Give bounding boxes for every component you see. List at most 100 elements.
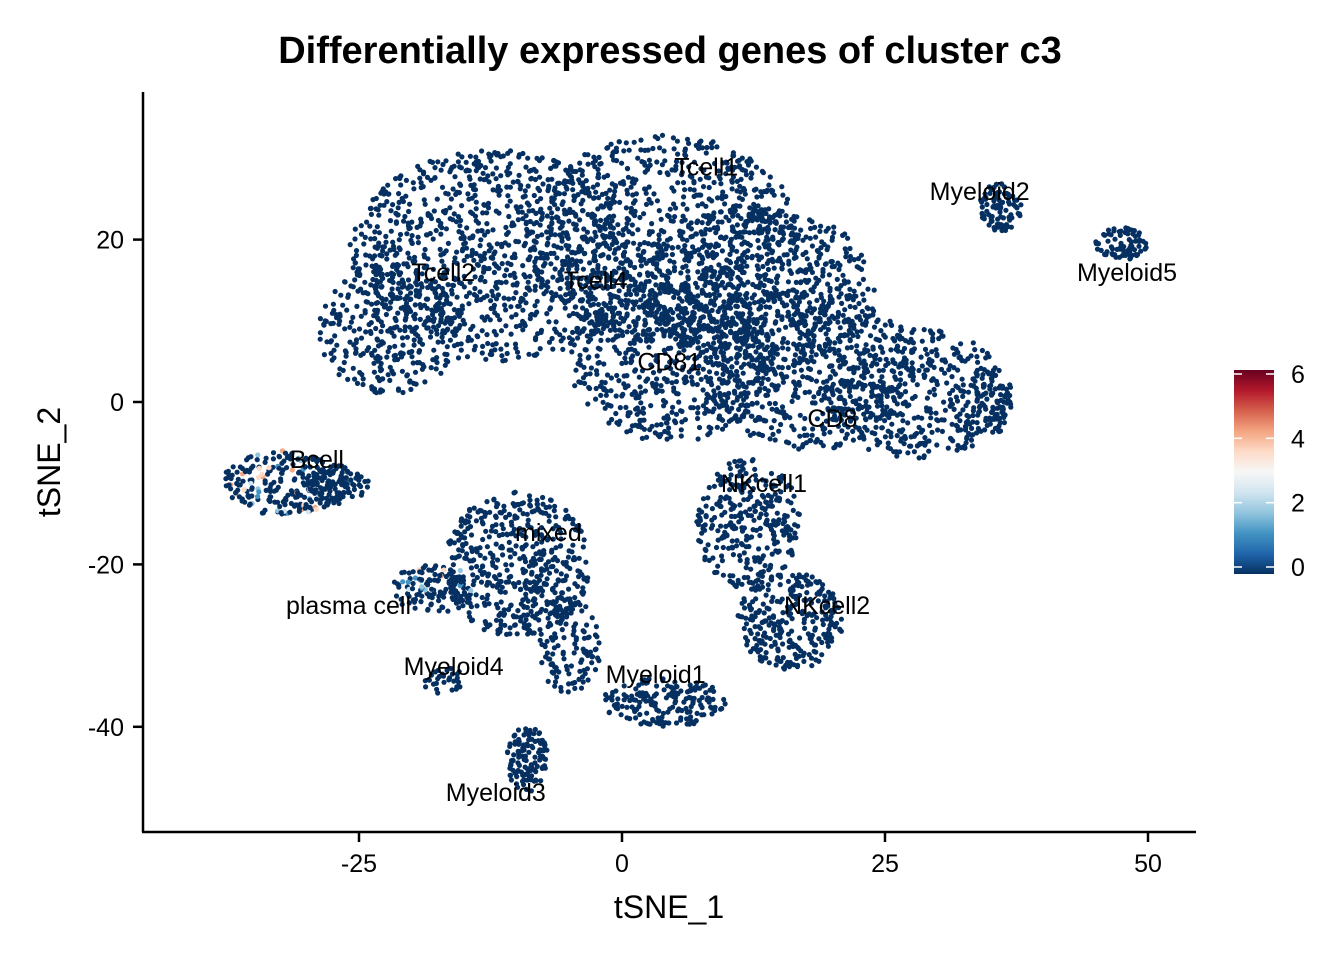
data-point bbox=[789, 398, 795, 404]
data-point bbox=[687, 186, 693, 192]
data-point bbox=[720, 189, 726, 195]
data-point bbox=[636, 304, 642, 310]
data-point bbox=[970, 419, 976, 425]
data-point bbox=[719, 265, 725, 272]
data-point bbox=[637, 384, 643, 390]
data-point bbox=[514, 631, 520, 637]
data-point bbox=[447, 337, 453, 343]
data-point bbox=[545, 235, 551, 241]
data-point bbox=[451, 307, 457, 313]
data-point bbox=[287, 509, 293, 515]
data-point bbox=[775, 273, 781, 279]
data-point bbox=[620, 282, 626, 288]
data-point bbox=[627, 428, 634, 434]
data-point bbox=[641, 256, 647, 262]
data-point bbox=[714, 276, 721, 282]
data-point bbox=[550, 294, 556, 300]
data-point bbox=[624, 269, 630, 275]
data-point bbox=[783, 200, 790, 206]
data-point bbox=[513, 345, 519, 351]
data-point bbox=[705, 253, 711, 259]
data-point bbox=[777, 291, 783, 297]
data-point bbox=[398, 305, 404, 311]
data-point bbox=[670, 404, 676, 410]
data-point bbox=[464, 167, 470, 173]
data-point bbox=[761, 322, 767, 328]
data-point bbox=[687, 173, 693, 179]
data-point bbox=[652, 256, 658, 262]
data-point bbox=[727, 260, 734, 266]
data-point bbox=[560, 220, 566, 226]
data-point bbox=[393, 220, 399, 226]
data-point bbox=[818, 294, 825, 301]
data-point bbox=[766, 206, 772, 212]
data-point bbox=[421, 254, 428, 260]
data-point bbox=[744, 290, 750, 297]
data-point bbox=[609, 277, 615, 283]
data-point bbox=[799, 291, 805, 297]
data-point bbox=[657, 169, 663, 176]
data-point bbox=[997, 383, 1004, 389]
data-point bbox=[616, 230, 622, 236]
data-point bbox=[916, 367, 922, 374]
data-point bbox=[784, 196, 791, 202]
data-point bbox=[791, 443, 797, 449]
data-point bbox=[641, 211, 647, 217]
data-point bbox=[634, 291, 640, 297]
data-point bbox=[778, 421, 784, 428]
data-point bbox=[621, 266, 627, 272]
data-point bbox=[450, 186, 456, 192]
data-point bbox=[611, 213, 617, 219]
data-point bbox=[475, 158, 482, 164]
data-point bbox=[614, 372, 620, 379]
data-point bbox=[658, 227, 665, 234]
data-point bbox=[380, 186, 386, 192]
data-point bbox=[392, 343, 398, 349]
data-point bbox=[372, 283, 378, 290]
data-point bbox=[876, 337, 883, 343]
data-point bbox=[774, 280, 780, 286]
data-point bbox=[755, 266, 762, 272]
data-point bbox=[645, 376, 651, 382]
data-point bbox=[497, 509, 503, 516]
data-point bbox=[882, 418, 888, 424]
data-point bbox=[482, 165, 489, 171]
data-point bbox=[560, 560, 566, 566]
data-point bbox=[459, 154, 465, 160]
data-point bbox=[776, 255, 783, 261]
data-point bbox=[544, 576, 550, 582]
data-point bbox=[637, 417, 643, 423]
data-point bbox=[497, 572, 503, 578]
data-point bbox=[691, 178, 697, 185]
data-point bbox=[473, 206, 479, 212]
data-point bbox=[352, 376, 358, 382]
data-point bbox=[658, 282, 664, 288]
data-point bbox=[285, 492, 291, 498]
data-point bbox=[714, 288, 720, 294]
data-point bbox=[360, 381, 366, 388]
data-point bbox=[348, 319, 354, 325]
data-point bbox=[619, 160, 625, 166]
data-point bbox=[493, 176, 499, 182]
data-point bbox=[564, 298, 570, 304]
data-point bbox=[431, 324, 437, 330]
data-point bbox=[445, 240, 451, 246]
data-point bbox=[846, 258, 853, 264]
data-point bbox=[506, 213, 512, 220]
data-point bbox=[263, 455, 269, 461]
data-point bbox=[860, 433, 867, 439]
data-point bbox=[779, 365, 785, 371]
data-point bbox=[327, 488, 333, 494]
data-point bbox=[583, 347, 589, 353]
data-point bbox=[381, 304, 387, 310]
data-point bbox=[939, 417, 945, 423]
data-point bbox=[670, 310, 676, 316]
data-point bbox=[407, 378, 413, 384]
data-point bbox=[771, 369, 778, 375]
data-point bbox=[455, 159, 461, 165]
data-point bbox=[785, 309, 791, 315]
data-point bbox=[734, 303, 741, 310]
data-point bbox=[869, 389, 875, 395]
data-point bbox=[577, 352, 583, 358]
data-point bbox=[531, 221, 537, 227]
